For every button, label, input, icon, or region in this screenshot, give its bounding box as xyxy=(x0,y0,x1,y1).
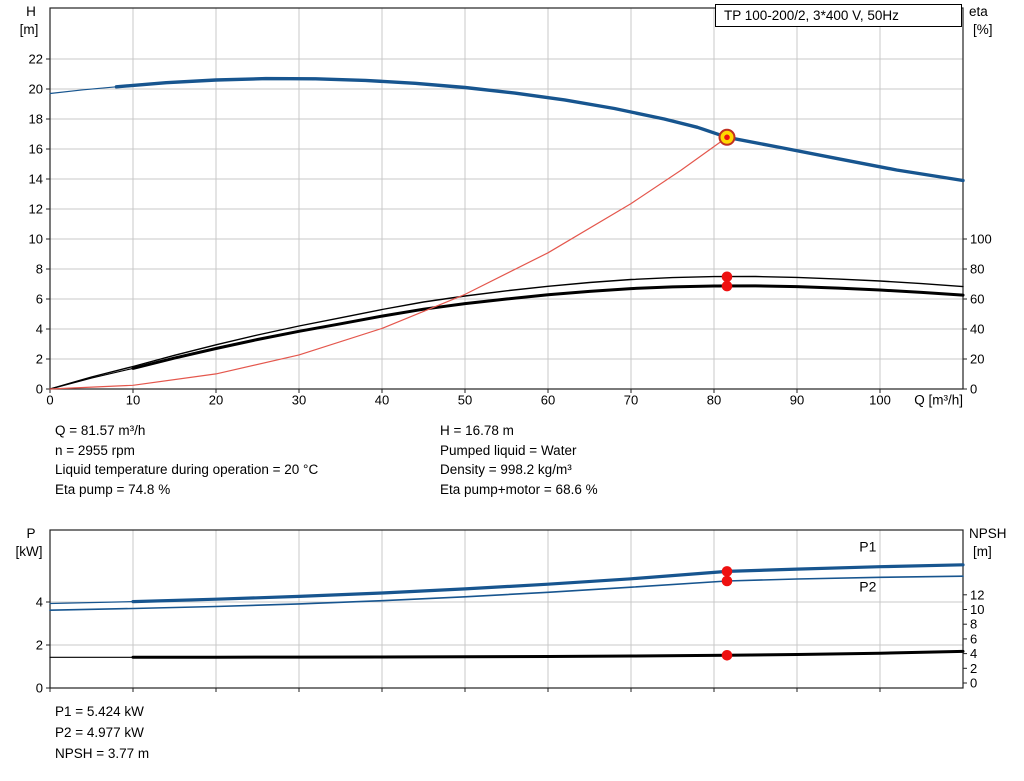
y-left-axis-name: H xyxy=(26,4,36,19)
y-right-tick-label: 60 xyxy=(970,292,984,307)
y-left-axis-name: P xyxy=(26,526,35,541)
x-tick-label: 60 xyxy=(541,393,555,408)
operating-point-dot xyxy=(721,271,733,283)
eta-pump-curve xyxy=(49,275,964,390)
y-left-tick-label: 0 xyxy=(36,382,43,397)
info-head: H = 16.78 m xyxy=(440,423,514,438)
y-right-tick-label: 80 xyxy=(970,262,984,277)
pump-title: TP 100-200/2, 3*400 V, 50Hz xyxy=(724,8,899,23)
y-left-tick-label: 22 xyxy=(29,52,43,67)
operating-point-dot xyxy=(721,280,733,292)
x-axis-unit-label: Q [m³/h] xyxy=(914,393,963,408)
series-label-p2: P2 xyxy=(859,578,876,594)
y-left-tick-label: 10 xyxy=(29,232,43,247)
p1-curve xyxy=(131,563,965,604)
operating-point-dot xyxy=(721,650,733,661)
info-p1: P1 = 5.424 kW xyxy=(55,704,144,719)
y-left-tick-label: 0 xyxy=(36,681,43,696)
y-right-axis-unit: [m] xyxy=(973,544,992,559)
y-right-tick-label: 40 xyxy=(970,322,984,337)
y-left-tick-label: 16 xyxy=(29,142,43,157)
x-tick-label: 30 xyxy=(292,393,306,408)
y-left-axis-unit: [m] xyxy=(20,22,39,37)
chart-frame xyxy=(49,7,964,390)
x-tick-label: 70 xyxy=(624,393,638,408)
duty-point-center xyxy=(724,134,730,141)
info-density: Density = 998.2 kg/m³ xyxy=(440,462,572,477)
info-p2: P2 = 4.977 kW xyxy=(55,725,144,740)
info-eta-pump-motor: Eta pump+motor = 68.6 % xyxy=(440,481,598,497)
y-right-axis-name: eta xyxy=(969,4,988,19)
y-left-tick-label: 2 xyxy=(36,352,43,367)
x-tick-label: 100 xyxy=(869,393,891,408)
operating-point-dot xyxy=(721,566,733,577)
pump-title-box: TP 100-200/2, 3*400 V, 50Hz xyxy=(715,4,962,27)
y-right-axis-unit: [%] xyxy=(973,22,993,37)
x-tick-label: 0 xyxy=(46,393,53,408)
y-right-tick-label: 2 xyxy=(970,661,977,676)
p2-curve xyxy=(49,575,964,612)
y-left-tick-label: 8 xyxy=(36,262,43,277)
y-left-tick-label: 20 xyxy=(29,82,43,97)
chart-frame xyxy=(49,529,964,689)
power-npsh-data-column: P1 = 5.424 kW P2 = 4.977 kW NPSH = 3.77 … xyxy=(55,701,149,764)
npsh-curve xyxy=(131,649,965,659)
y-left-tick-label: 6 xyxy=(36,292,43,307)
y-right-axis-name: NPSH xyxy=(969,526,1007,541)
info-liquid-temperature: Liquid temperature during operation = 20… xyxy=(55,462,319,477)
y-left-tick-label: 4 xyxy=(36,595,43,610)
operating-data-left-column: Q = 81.57 m³/h n = 2955 rpm Liquid tempe… xyxy=(55,421,318,499)
y-left-tick-label: 2 xyxy=(36,638,43,653)
x-tick-label: 20 xyxy=(209,393,223,408)
operating-data-right-column: H = 16.78 m Pumped liquid = Water Densit… xyxy=(440,421,598,499)
y-left-axis-unit: [kW] xyxy=(16,544,43,559)
eta-pump-motor-curve xyxy=(131,284,965,370)
p1-curve-lead xyxy=(49,564,964,605)
y-right-tick-label: 0 xyxy=(970,382,977,397)
system-curve-curve xyxy=(49,136,728,390)
info-speed: n = 2955 rpm xyxy=(55,442,135,458)
series-label-p1: P1 xyxy=(859,538,876,554)
y-right-tick-label: 4 xyxy=(970,646,977,661)
y-left-tick-label: 14 xyxy=(29,172,43,187)
x-tick-label: 40 xyxy=(375,393,389,408)
y-right-tick-label: 0 xyxy=(970,676,977,691)
qh-curve-curve-lead xyxy=(49,77,964,182)
eta-pump-motor-curve-lead xyxy=(49,285,964,390)
y-right-tick-label: 6 xyxy=(970,631,977,646)
info-npsh: NPSH = 3.77 m xyxy=(55,746,150,761)
info-flow: Q = 81.57 m³/h xyxy=(55,423,146,438)
y-right-tick-label: 20 xyxy=(970,352,984,367)
qh-eta-chart: 0 10 20 30 40 50 60 70 80 90 100 0 2 4 6 8 10 12 14 16 18 20 2… xyxy=(20,4,993,408)
info-pumped-liquid: Pumped liquid = Water xyxy=(440,442,577,458)
y-left-tick-label: 12 xyxy=(29,202,43,217)
y-left-tick-label: 18 xyxy=(29,112,43,127)
y-left-tick-label: 4 xyxy=(36,322,43,337)
y-right-tick-label: 100 xyxy=(970,232,992,247)
x-tick-label: 90 xyxy=(790,393,804,408)
info-eta-pump: Eta pump = 74.8 % xyxy=(55,481,171,497)
x-tick-label: 80 xyxy=(707,393,721,408)
x-tick-label: 50 xyxy=(458,393,472,408)
qh-curve-curve xyxy=(114,76,965,183)
y-right-tick-label: 10 xyxy=(970,602,984,617)
operating-point-dot xyxy=(721,575,733,587)
y-right-tick-label: 8 xyxy=(970,617,977,632)
y-right-tick-label: 12 xyxy=(970,587,984,602)
x-tick-label: 10 xyxy=(126,393,140,408)
